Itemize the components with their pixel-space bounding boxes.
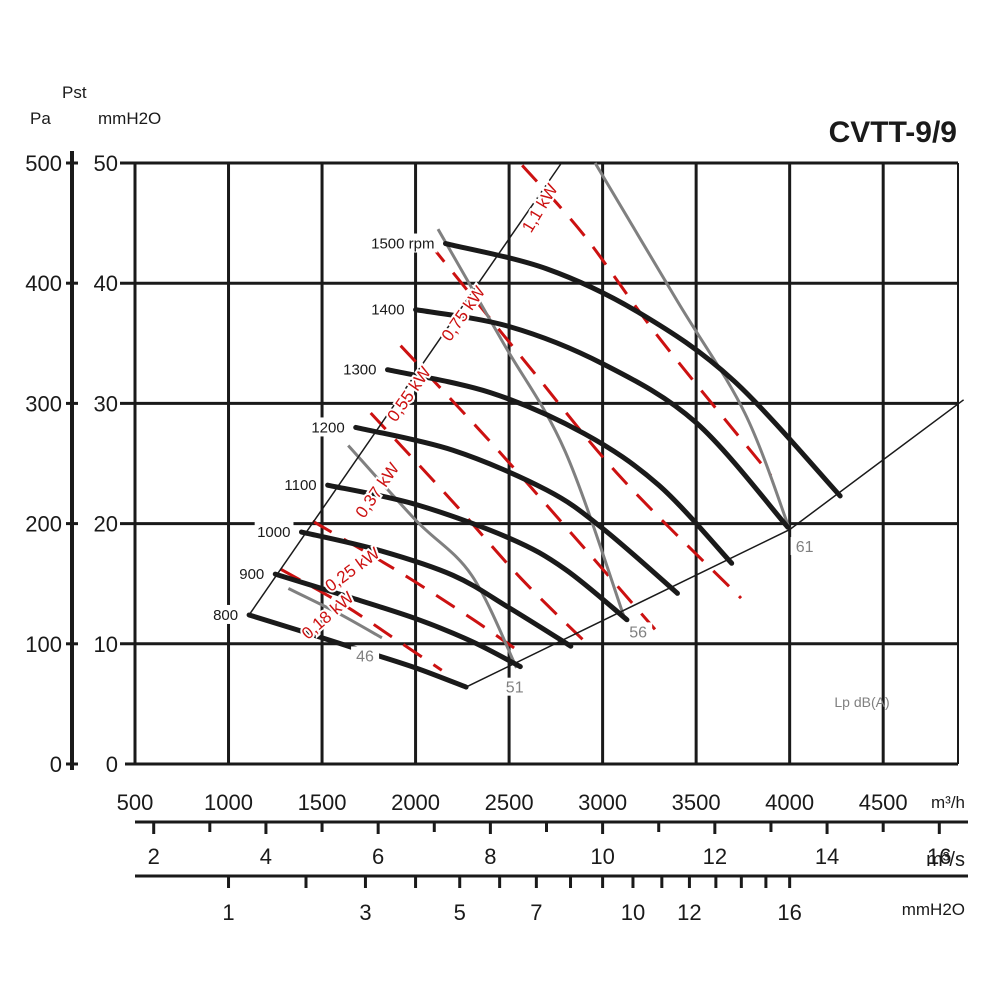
rpm-curve-1000: [298, 529, 574, 649]
tick-label-dyn-1: 1: [222, 900, 234, 925]
tick-label-m3s-16: 16: [927, 844, 951, 869]
tick-label-dyn-3: 3: [359, 900, 371, 925]
rpm-label-1500-rpm: 1500 rpm: [371, 236, 434, 253]
tick-label-dyn-10: 10: [621, 900, 645, 925]
tick-label-m3s-10: 10: [590, 844, 614, 869]
axis-unit-mmh2o: mmH2O: [98, 109, 161, 128]
axis-unit-m3s: m³/s: [926, 849, 965, 871]
tick-label-dyn-16: 16: [777, 900, 801, 925]
tick-label-mm-10: 10: [94, 632, 118, 657]
tick-label-dyn-5: 5: [454, 900, 466, 925]
tick-label-pa-300: 300: [25, 391, 62, 416]
envelope-layer: [248, 162, 965, 688]
rpm-curve-1500-rpm: [442, 241, 843, 499]
rpm-curve-1300: [385, 367, 735, 566]
rpm-label-bg-1400: [368, 299, 408, 319]
tick-label-pa-0: 0: [50, 752, 62, 777]
rpm-label-bg-900: [236, 564, 268, 584]
rpm-curve-1100: [325, 482, 630, 623]
tick-label-m3h-1000: 1000: [204, 790, 253, 815]
noise-curve-51: [347, 444, 518, 669]
rpm-label-bg-1500-rpm: [365, 233, 438, 253]
rpm-label-1400: 1400: [371, 302, 404, 319]
rpm-curve-1400: [413, 307, 791, 530]
tick-label-mm-30: 30: [94, 391, 118, 416]
tick-label-pa-400: 400: [25, 271, 62, 296]
noise-curve-46: [287, 587, 383, 640]
envelope-right-line: [465, 399, 965, 688]
noise-label-51: 51: [506, 680, 524, 697]
tick-label-m3h-500: 500: [117, 790, 154, 815]
tick-label-m3h-2000: 2000: [391, 790, 440, 815]
rpm-label-bg-1100: [280, 475, 320, 495]
rpm-label-bg-1300: [340, 359, 380, 379]
tick-label-dyn-7: 7: [530, 900, 542, 925]
rpm-label-1100: 1100: [284, 477, 316, 494]
envelope-left-line: [248, 162, 563, 616]
noise-label-61: 61: [796, 539, 814, 556]
tick-label-m3h-3500: 3500: [672, 790, 721, 815]
tick-label-m3s-6: 6: [372, 844, 384, 869]
power-line-0-55-kw: [399, 344, 657, 631]
tick-label-mm-20: 20: [94, 512, 118, 537]
tick-label-dyn-12: 12: [677, 900, 701, 925]
power-line-1-1-kw: [521, 164, 773, 477]
tick-label-pa-200: 200: [25, 512, 62, 537]
chart-title: CVTT-9/9: [829, 116, 957, 149]
axis-unit-pa: Pa: [30, 109, 51, 128]
power-line-0-75-kw: [429, 243, 743, 600]
tick-label-mm-40: 40: [94, 271, 118, 296]
tick-label-m3s-12: 12: [703, 844, 727, 869]
noise-curves-layer: [287, 162, 792, 669]
tick-label-m3h-2500: 2500: [485, 790, 534, 815]
rpm-curve-1200: [353, 424, 680, 596]
power-line-0-18-kw: [280, 567, 443, 672]
noise-curve-61: [593, 162, 792, 531]
tick-label-pa-100: 100: [25, 632, 62, 657]
rpm-label-bg-1000: [254, 522, 294, 542]
noise-label-46: 46: [356, 648, 374, 665]
rpm-label-900: 900: [239, 566, 264, 583]
tick-label-m3h-1500: 1500: [298, 790, 347, 815]
noise-label-56: 56: [629, 624, 647, 641]
noise-label-bg-51: [500, 677, 529, 696]
rpm-label-1200: 1200: [311, 419, 344, 436]
axis-unit-m3h: m³/h: [931, 793, 965, 812]
tick-label-mm-0: 0: [106, 752, 118, 777]
tick-label-m3s-8: 8: [484, 844, 496, 869]
noise-legend: Lp dB(A): [834, 694, 889, 710]
tick-label-m3s-14: 14: [815, 844, 839, 869]
tick-label-pa-500: 500: [25, 151, 62, 176]
rpm-curve-900: [272, 571, 523, 670]
tick-label-m3h-3000: 3000: [578, 790, 627, 815]
noise-label-bg-61: [790, 537, 819, 556]
axis-unit-dyn: mmH2O: [902, 900, 965, 919]
tick-label-m3s-4: 4: [260, 844, 272, 869]
power-line-0-37-kw: [369, 411, 591, 648]
noise-label-bg-56: [624, 622, 653, 641]
noise-label-bg-46: [351, 646, 380, 665]
tick-label-m3h-4500: 4500: [859, 790, 908, 815]
rpm-label-bg-800: [210, 604, 242, 624]
tick-label-m3s-2: 2: [148, 844, 160, 869]
noise-curve-56: [436, 228, 627, 621]
rpm-label-800: 800: [213, 607, 238, 624]
axis-unit-pst: Pst: [62, 83, 87, 102]
power-label-0-25-kw: 0,25 kW: [322, 544, 384, 596]
tick-label-mm-50: 50: [94, 151, 118, 176]
rpm-label-1000: 1000: [257, 524, 290, 541]
rpm-label-1300: 1300: [343, 362, 376, 379]
rpm-label-bg-1200: [308, 417, 348, 437]
tick-label-m3h-4000: 4000: [765, 790, 814, 815]
rpm-curves-layer: [246, 241, 843, 690]
power-label-1-1-kw: 1,1 kW: [518, 181, 562, 236]
